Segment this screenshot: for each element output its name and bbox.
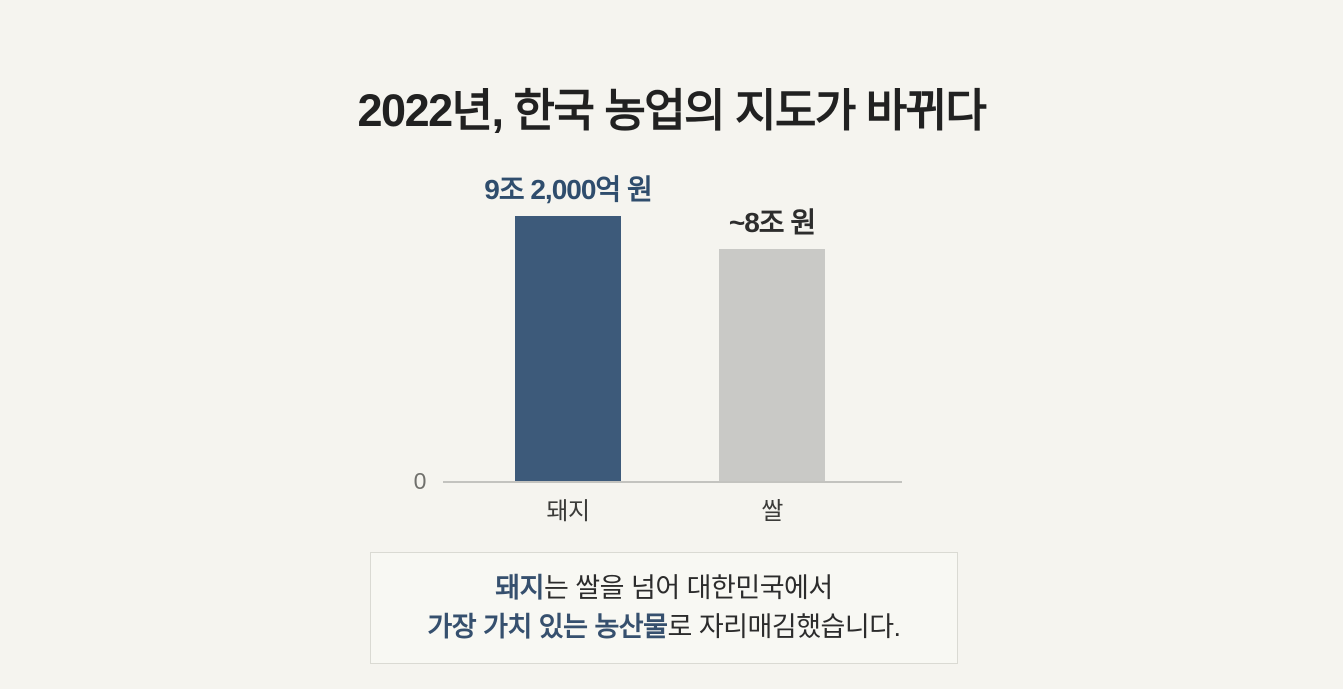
pig-value-label: 9조 2,000억 원 xyxy=(484,174,652,205)
caption-line-1: 돼지는 쌀을 넘어 대한민국에서 xyxy=(495,569,833,608)
bar-group-pig: 9조 2,000억 원 xyxy=(458,168,678,481)
x-axis-label-rice: 쌀 xyxy=(761,498,783,525)
caption-box: 돼지는 쌀을 넘어 대한민국에서 가장 가치 있는 농산물로 자리매김했습니다. xyxy=(370,552,958,664)
x-axis-label-pig: 돼지 xyxy=(546,498,590,525)
rice-bar xyxy=(719,249,825,481)
caption-accent-pig: 돼지 xyxy=(495,573,544,603)
caption-text-1: 는 쌀을 넘어 대한민국에서 xyxy=(543,573,833,603)
pig-bar xyxy=(515,216,621,481)
rice-value-label: ~8조 원 xyxy=(728,207,816,238)
page-title: 2022년, 한국 농업의 지도가 바뀌다 xyxy=(357,85,987,136)
y-axis-zero-label: 0 xyxy=(413,468,427,494)
caption-text-2: 로 자리매김했습니다. xyxy=(667,612,902,642)
caption-accent-value: 가장 가치 있는 농산물 xyxy=(427,612,668,642)
bar-group-rice: ~8조 원 xyxy=(662,201,882,481)
caption-line-2: 가장 가치 있는 농산물로 자리매김했습니다. xyxy=(427,608,902,647)
bar-chart: 0 9조 2,000억 원 ~8조 원 돼지 쌀 xyxy=(414,174,902,525)
